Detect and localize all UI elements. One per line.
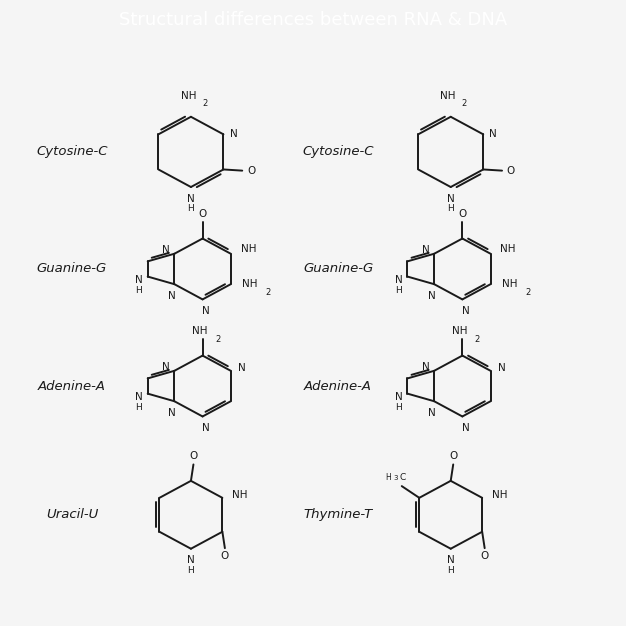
Text: H: H: [448, 204, 454, 213]
Text: NH: NH: [232, 491, 248, 500]
Text: Structural differences between RNA & DNA: Structural differences between RNA & DNA: [119, 11, 507, 29]
Text: NH: NH: [452, 326, 468, 336]
Text: Thymine-T: Thymine-T: [304, 508, 372, 521]
Text: H: H: [385, 473, 391, 483]
Text: N: N: [135, 275, 143, 285]
Text: H: H: [136, 403, 142, 412]
Text: NH: NH: [242, 279, 257, 289]
Text: 2: 2: [265, 288, 271, 297]
Text: H: H: [396, 403, 402, 412]
Text: N: N: [428, 408, 436, 418]
Text: N: N: [202, 423, 210, 433]
Text: NH: NH: [181, 91, 196, 101]
Text: H: H: [188, 566, 194, 575]
Text: Guanine-G: Guanine-G: [37, 262, 107, 275]
Text: N: N: [162, 362, 170, 372]
Text: O: O: [506, 166, 515, 176]
Text: N: N: [168, 291, 176, 301]
Text: N: N: [395, 392, 403, 402]
Text: N: N: [421, 362, 429, 372]
Text: 2: 2: [475, 335, 480, 344]
Text: H: H: [188, 204, 194, 213]
Text: N: N: [187, 193, 195, 203]
Text: 2: 2: [202, 100, 207, 108]
Text: O: O: [198, 209, 207, 219]
Text: N: N: [162, 245, 170, 255]
Text: 2: 2: [525, 288, 531, 297]
Text: N: N: [168, 408, 176, 418]
Text: 3: 3: [393, 475, 398, 481]
Text: N: N: [202, 306, 210, 316]
Text: N: N: [230, 130, 237, 140]
Text: C: C: [399, 473, 406, 483]
Text: Adenine-A: Adenine-A: [304, 379, 372, 393]
Text: H: H: [448, 566, 454, 575]
Text: Cytosine-C: Cytosine-C: [36, 145, 108, 158]
Text: 2: 2: [215, 335, 220, 344]
Text: O: O: [247, 166, 255, 176]
Text: NH: NH: [240, 244, 256, 254]
Text: O: O: [481, 552, 489, 562]
Text: N: N: [187, 555, 195, 565]
Text: 2: 2: [462, 100, 467, 108]
Text: N: N: [447, 193, 454, 203]
Text: Guanine-G: Guanine-G: [303, 262, 373, 275]
Text: N: N: [490, 130, 497, 140]
Text: Uracil-U: Uracil-U: [46, 508, 98, 521]
Text: N: N: [395, 275, 403, 285]
Text: O: O: [189, 451, 198, 461]
Text: N: N: [135, 392, 143, 402]
Text: O: O: [458, 209, 466, 219]
Text: N: N: [462, 423, 470, 433]
Text: N: N: [428, 291, 436, 301]
Text: N: N: [462, 306, 470, 316]
Text: NH: NH: [192, 326, 208, 336]
Text: NH: NH: [500, 244, 516, 254]
Text: NH: NH: [501, 279, 517, 289]
Text: N: N: [447, 555, 454, 565]
Text: NH: NH: [492, 491, 508, 500]
Text: Adenine-A: Adenine-A: [38, 379, 106, 393]
Text: N: N: [238, 364, 246, 374]
Text: H: H: [136, 286, 142, 295]
Text: O: O: [449, 451, 458, 461]
Text: H: H: [396, 286, 402, 295]
Text: N: N: [498, 364, 506, 374]
Text: Cytosine-C: Cytosine-C: [302, 145, 374, 158]
Text: O: O: [221, 552, 229, 562]
Text: N: N: [421, 245, 429, 255]
Text: NH: NH: [441, 91, 456, 101]
